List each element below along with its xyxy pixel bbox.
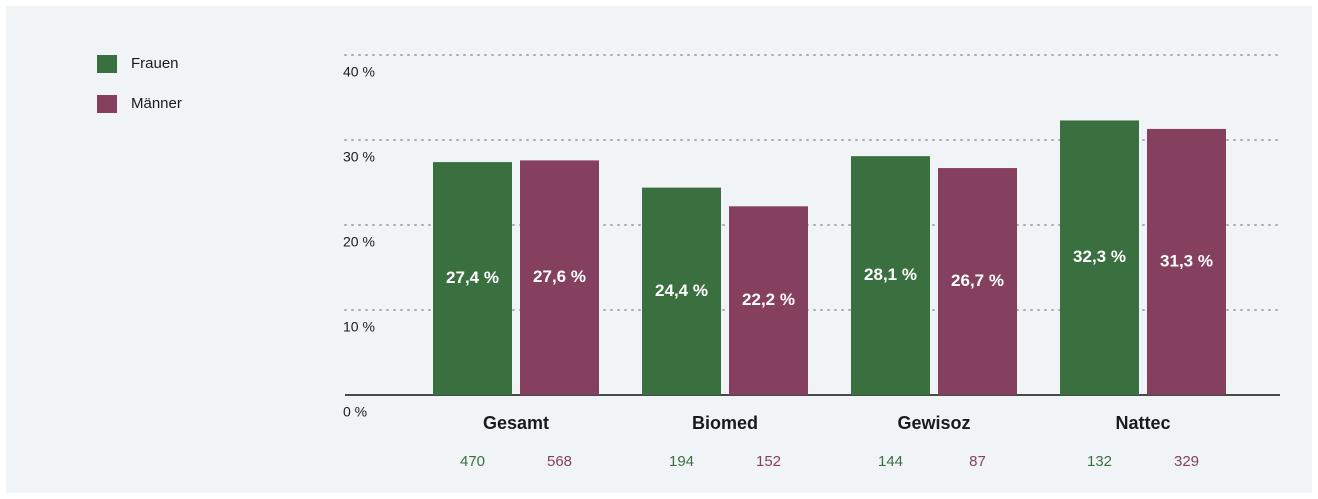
value-label: 26,7 %: [951, 271, 1004, 290]
value-label: 27,6 %: [533, 267, 586, 286]
count-label: 144: [878, 453, 903, 470]
x-tick-label: Nattec: [1115, 413, 1170, 433]
bar: [938, 168, 1017, 395]
bar: [520, 160, 599, 395]
count-label: 470: [460, 453, 485, 470]
count-label: 329: [1174, 453, 1199, 470]
legend-swatch: [97, 95, 117, 113]
value-label: 31,3 %: [1160, 251, 1213, 270]
bar: [729, 206, 808, 395]
value-label: 22,2 %: [742, 290, 795, 309]
value-label: 24,4 %: [655, 281, 708, 300]
legend-label: Frauen: [131, 55, 179, 72]
x-tick-label: Gewisoz: [897, 413, 970, 433]
bar: [642, 187, 721, 395]
x-tick-label: Gesamt: [483, 413, 549, 433]
bar: [851, 156, 930, 395]
legend-swatch: [97, 55, 117, 73]
count-label: 568: [547, 453, 572, 470]
value-label: 28,1 %: [864, 265, 917, 284]
count-label: 194: [669, 453, 694, 470]
value-label: 27,4 %: [446, 268, 499, 287]
y-tick-label: 20 %: [343, 234, 375, 250]
y-tick-label: 10 %: [343, 319, 375, 335]
y-tick-label: 0 %: [343, 404, 367, 420]
legend-label: Männer: [131, 95, 182, 112]
y-tick-label: 40 %: [343, 64, 375, 80]
bar: [1060, 120, 1139, 395]
bar: [1147, 128, 1226, 395]
count-label: 132: [1087, 453, 1112, 470]
x-tick-label: Biomed: [692, 413, 758, 433]
y-tick-label: 30 %: [343, 149, 375, 165]
value-label: 32,3 %: [1073, 247, 1126, 266]
count-label: 152: [756, 453, 781, 470]
bar: [433, 162, 512, 395]
count-label: 87: [969, 453, 986, 470]
